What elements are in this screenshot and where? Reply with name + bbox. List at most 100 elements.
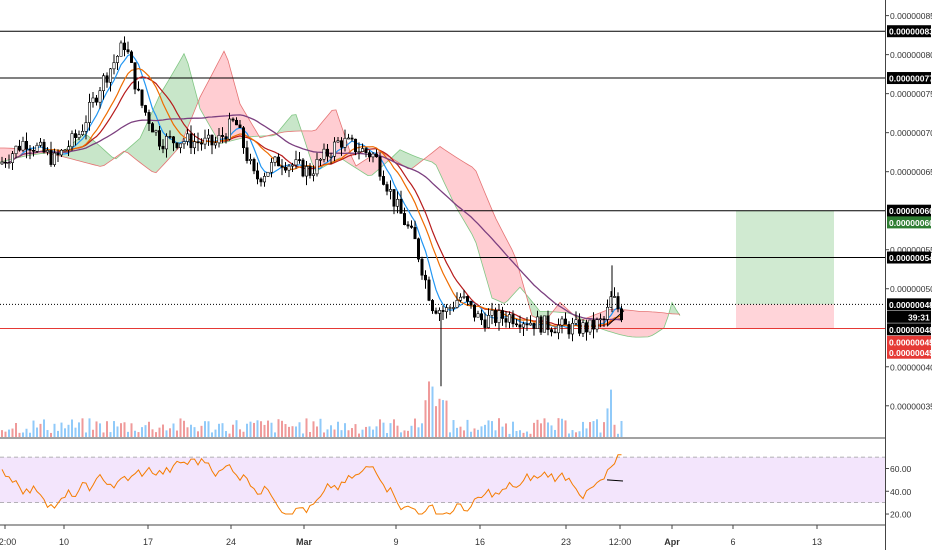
cloud-segment: [172, 67, 176, 156]
candle-body: [245, 147, 249, 161]
volume-bar: [46, 430, 49, 437]
candle-body: [378, 156, 382, 177]
cloud-segment: [392, 153, 396, 161]
volume-bar: [253, 422, 255, 437]
candle-body: [42, 141, 46, 153]
price-badge-label: 0.00000048: [889, 300, 932, 310]
price-tick-label: 0.00000040: [890, 362, 932, 372]
volume-bar: [473, 428, 476, 437]
candle-body: [102, 75, 106, 92]
candle-body: [283, 166, 287, 171]
rsi-divergence-line: [606, 479, 624, 482]
volume-bar: [424, 400, 427, 437]
volume-bar: [561, 418, 563, 437]
price-tick-label: 0.00000080: [890, 50, 932, 60]
cloud-segment: [0, 147, 4, 163]
volume-bar: [302, 433, 304, 437]
candles: [0, 36, 623, 387]
candle-body: [556, 324, 560, 334]
candle-body: [399, 198, 403, 214]
volume-bar: [1, 430, 3, 437]
volume-bar: [239, 429, 241, 437]
price-badge: [887, 251, 931, 264]
cloud-segment: [460, 159, 464, 221]
volume-bar: [323, 432, 325, 437]
time-tick-label: 24: [226, 537, 236, 547]
candle-body: [158, 130, 162, 147]
cloud-segment: [292, 114, 296, 132]
cloud-segment: [192, 78, 196, 118]
volume-bar: [281, 420, 283, 437]
candle-body: [28, 148, 32, 151]
volume-bar: [365, 426, 367, 437]
volume-bar: [228, 433, 231, 437]
volume-bar: [260, 421, 262, 437]
cloud-segment: [488, 200, 492, 299]
volume-bar: [106, 421, 108, 437]
volume-bar: [207, 421, 210, 437]
candle-body: [511, 314, 515, 325]
price-badge-label: 0.00000048: [889, 325, 932, 335]
candle-body: [434, 310, 438, 314]
candle-body: [525, 323, 529, 326]
volume-bar: [67, 424, 70, 437]
cloud-segment: [476, 171, 480, 257]
price-axis: 0.00000085 0.00000080 0.00000075 0.00000070…: [885, 0, 932, 550]
candle-body: [357, 151, 361, 153]
volume-bar: [291, 426, 294, 437]
candle-body: [448, 307, 452, 309]
candle-body: [130, 51, 134, 63]
candle-body: [235, 119, 239, 126]
candle-body: [598, 318, 602, 321]
price-badge: [887, 216, 931, 229]
cloud-segment: [468, 164, 472, 235]
price-tick-label: 0.00000065: [890, 167, 932, 177]
cloud-segment: [336, 109, 340, 160]
candle-body: [437, 310, 441, 314]
candle-body: [144, 105, 148, 113]
volume-bar: [295, 426, 297, 437]
volume-bar: [536, 419, 539, 437]
candle-body: [339, 140, 343, 148]
volume-bar: [540, 423, 542, 437]
cloud-segment: [204, 82, 208, 123]
candle-body: [581, 322, 585, 334]
volume-bar: [571, 430, 574, 437]
candle-body: [619, 308, 623, 321]
ema-short-line: [1, 67, 622, 328]
volume-bar: [36, 427, 38, 437]
volume-bar: [400, 432, 402, 437]
volume-bar: [389, 423, 392, 437]
candle-body: [24, 141, 28, 150]
price-tick-label: 0.00000035: [890, 401, 932, 411]
candle-body: [420, 258, 424, 276]
cloud-segment: [188, 63, 192, 127]
volume-bar: [333, 429, 336, 437]
base-line: [1, 76, 622, 328]
volume-bar: [354, 424, 357, 437]
price-tick-label: 0.00000070: [890, 128, 932, 138]
volume-bar: [603, 422, 605, 437]
candle-body: [385, 184, 389, 192]
volume-bar: [242, 431, 245, 437]
candle-body: [455, 300, 459, 308]
cloud-segment: [100, 146, 104, 167]
candle-body: [444, 307, 448, 312]
volume-bar: [274, 432, 276, 437]
price-badge-label: 0.00000045: [889, 348, 932, 358]
candle-body: [70, 133, 74, 148]
cloud-segment: [652, 311, 656, 336]
volume-bar: [29, 432, 31, 437]
time-tick-label: 13: [812, 537, 822, 547]
volume-bar: [519, 430, 521, 437]
volume-bar: [431, 386, 434, 437]
volume-bar: [599, 432, 602, 437]
candle-body: [165, 136, 169, 150]
rsi-tick-label: 40.00: [890, 487, 912, 497]
candle-body: [14, 145, 18, 155]
price-badge: [887, 310, 931, 323]
price-badge: [887, 323, 931, 336]
cloud-segment: [660, 312, 664, 331]
